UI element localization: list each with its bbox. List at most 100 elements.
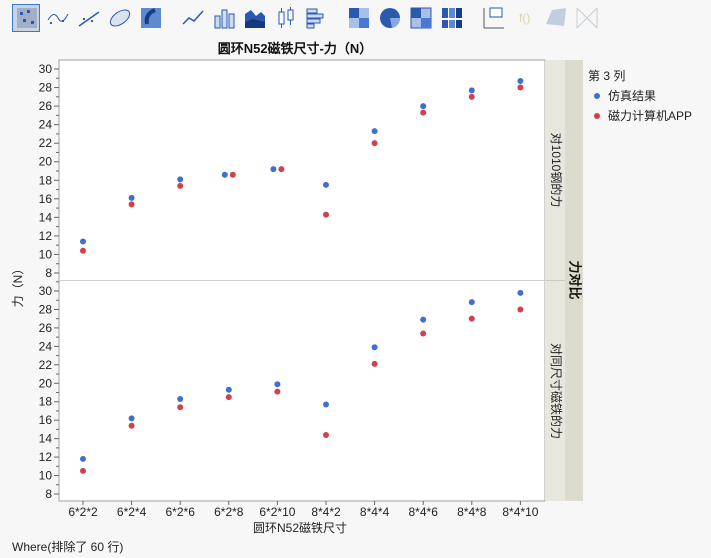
data-point — [323, 211, 329, 218]
x-tick-label: 6*2*10 — [259, 505, 295, 519]
graph-type-box-plot-button[interactable] — [271, 4, 299, 32]
y-tick-label: 30 — [39, 62, 53, 76]
graph-type-line-button[interactable] — [178, 4, 206, 32]
data-point — [225, 386, 232, 393]
graph-type-parallel-button[interactable] — [572, 4, 600, 32]
y-tick-label: 28 — [39, 302, 53, 316]
data-point — [177, 176, 184, 183]
parallel-icon — [576, 7, 598, 29]
map-shapes-icon — [546, 8, 566, 26]
data-point — [323, 181, 329, 188]
panel-label: 对1010钢的力 — [549, 133, 564, 208]
y-tick-label: 8 — [45, 487, 52, 501]
graph-type-map-shapes-button[interactable] — [541, 4, 569, 32]
data-point — [274, 388, 281, 395]
x-axis-label: 圆环N52磁铁尺寸 — [253, 520, 347, 535]
data-point — [225, 394, 232, 401]
histogram-icon — [306, 8, 324, 29]
group-strip — [565, 60, 583, 501]
data-point — [128, 422, 135, 429]
legend-label-1: 仿真结果 — [608, 89, 657, 103]
data-point — [323, 431, 329, 438]
data-point — [80, 455, 86, 462]
legend-item-2[interactable]: 磁力计算机APP — [588, 107, 692, 124]
y-tick-label: 14 — [39, 432, 53, 446]
graph-type-ellipse-button[interactable] — [105, 4, 133, 32]
x-tick-label: 8*4*4 — [360, 505, 390, 519]
x-tick-label: 8*4*8 — [457, 505, 487, 519]
contour-icon — [141, 8, 161, 28]
x-tick-label: 8*4*2 — [311, 505, 341, 519]
graph-type-bar-button[interactable] — [209, 4, 237, 32]
data-point — [517, 306, 524, 313]
graph-type-toolbar: f() — [12, 4, 600, 34]
y-tick-label: 16 — [39, 413, 53, 427]
y-tick-label: 24 — [39, 339, 53, 353]
formula-icon: f() — [519, 11, 530, 25]
data-point — [517, 78, 524, 85]
line-icon — [182, 10, 204, 25]
data-point — [517, 84, 524, 91]
y-tick-label: 22 — [39, 136, 53, 150]
graph-type-contour-button[interactable] — [136, 4, 164, 32]
graph-type-points-button[interactable] — [12, 4, 40, 32]
data-point — [420, 109, 427, 116]
treemap-icon — [410, 7, 432, 29]
graph-type-area-button[interactable] — [240, 4, 268, 32]
bar-icon — [214, 9, 235, 29]
data-point — [128, 201, 135, 208]
data-point — [468, 93, 475, 100]
line-of-fit-icon — [78, 11, 100, 27]
y-tick-label: 30 — [39, 284, 53, 298]
pie-icon — [380, 8, 401, 28]
data-point — [221, 171, 228, 178]
x-tick-label: 6*2*4 — [117, 505, 147, 519]
graph-type-mosaic-button[interactable] — [437, 4, 465, 32]
data-point — [371, 128, 378, 135]
y-tick-label: 10 — [39, 469, 53, 483]
data-point — [80, 247, 86, 254]
graph-type-histogram-button[interactable] — [302, 4, 330, 32]
data-point — [177, 395, 184, 402]
legend-title: 第 3 列 — [588, 69, 626, 83]
where-filter-status: Where(排除了 60 行) — [12, 540, 124, 554]
graph-type-smoother-button[interactable] — [43, 4, 71, 32]
graph-type-formula-button[interactable]: f() — [510, 4, 538, 32]
legend-marker-1 — [594, 92, 600, 99]
graph-type-pie-button[interactable] — [375, 4, 403, 32]
data-point — [371, 344, 378, 351]
graph-type-heatmap-button[interactable] — [344, 4, 372, 32]
graph-type-caption-box-button[interactable] — [479, 4, 507, 32]
y-tick-label: 14 — [39, 210, 53, 224]
data-point — [80, 467, 86, 474]
data-point — [274, 381, 281, 388]
y-tick-label: 26 — [39, 99, 53, 113]
graph-type-line-of-fit-button[interactable] — [74, 4, 102, 32]
data-point — [229, 171, 236, 178]
legend-item-1[interactable]: 仿真结果 — [588, 87, 692, 104]
heatmap-icon — [349, 8, 369, 28]
data-point — [128, 194, 135, 201]
graph-type-treemap-button[interactable] — [406, 4, 434, 32]
y-tick-label: 18 — [39, 395, 53, 409]
y-tick-label: 18 — [39, 173, 53, 187]
y-tick-label: 26 — [39, 321, 53, 335]
data-point — [371, 140, 378, 147]
x-tick-label: 8*4*10 — [502, 505, 538, 519]
y-tick-label: 10 — [39, 247, 53, 261]
data-point — [468, 315, 475, 322]
legend: 第 3 列 仿真结果 磁力计算机APP — [588, 67, 692, 124]
x-tick-label: 6*2*2 — [68, 505, 98, 519]
data-point — [80, 238, 86, 245]
panel-label: 对同尺寸磁铁的力 — [549, 343, 564, 439]
y-tick-label: 12 — [39, 229, 53, 243]
points-icon — [17, 8, 37, 28]
svg-text:f(): f() — [519, 11, 530, 25]
y-axis-label: 力（N） — [11, 263, 25, 308]
y-tick-label: 8 — [45, 266, 52, 280]
data-point — [128, 415, 135, 422]
data-point — [420, 103, 427, 110]
x-tick-label: 6*2*8 — [214, 505, 244, 519]
smoother-icon — [47, 13, 69, 24]
